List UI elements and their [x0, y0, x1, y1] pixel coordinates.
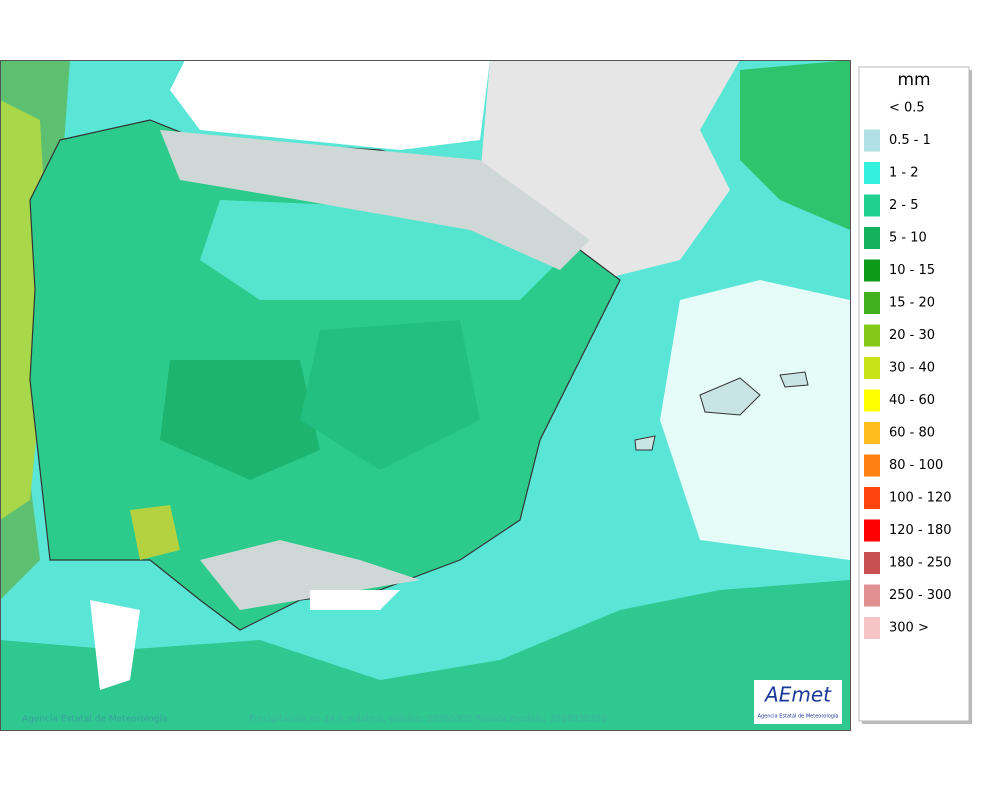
legend-swatch: [864, 454, 880, 477]
legend-swatch: [864, 584, 880, 607]
map: [0, 60, 850, 730]
legend-swatch: [864, 324, 880, 347]
legend-label: 60 - 80: [889, 426, 935, 441]
legend-swatch: [864, 519, 880, 542]
balearic-sea-dry: [660, 280, 850, 560]
betic-relief: [200, 540, 420, 610]
extremadura-rain: [160, 360, 320, 480]
ibiza: [634, 435, 656, 451]
castilla-rain: [300, 320, 480, 470]
legend-swatch: [864, 422, 880, 444]
cadiz-heavy: [130, 505, 180, 560]
legend-swatch: [864, 487, 880, 509]
legend-label: 180 - 250: [889, 556, 952, 571]
legend-label: 30 - 40: [889, 361, 935, 376]
legend-label: 300 >: [889, 621, 929, 636]
legend-swatch: [864, 259, 880, 282]
credit: Agencia Estatal de Meteorología: [22, 715, 168, 725]
alboran-dry: [90, 600, 140, 690]
legend-title: mm: [897, 70, 930, 90]
legend-swatch: [864, 617, 880, 639]
menorca: [779, 371, 809, 388]
map-frame: [0, 60, 851, 731]
legend-label: 250 - 300: [889, 588, 952, 603]
legend-swatch: [864, 162, 880, 184]
north-africa: [0, 580, 850, 730]
legend-label: 40 - 60: [889, 393, 935, 408]
legend-label: 2 - 5: [889, 198, 919, 213]
legend-label: 20 - 30: [889, 328, 935, 343]
legend-label: < 0.5: [889, 101, 925, 116]
legend-label: 15 - 20: [889, 296, 935, 311]
cantabrian-relief: [160, 130, 590, 270]
mediterranean-dry: [310, 590, 400, 610]
legend-swatch: [864, 389, 880, 412]
legend-swatch: [864, 227, 880, 249]
logo-box: [754, 680, 842, 724]
legend-swatch: [864, 194, 880, 217]
legend-label: 10 - 15: [889, 263, 935, 278]
legend-items: < 0.5 0.5 - 1 1 - 2 2 - 5 5 - 10 10 - 15 15 - …: [864, 101, 952, 639]
legend-label: 80 - 100: [889, 458, 943, 473]
legend-label: 100 - 120: [889, 491, 952, 506]
logo-name: AEmet: [763, 683, 832, 707]
logo-subtitle: Agencia Estatal de Meteorología: [758, 713, 839, 720]
france-rain: [740, 60, 850, 230]
mallorca: [699, 377, 761, 416]
bay-of-biscay: [170, 60, 490, 150]
legend-swatch: [864, 552, 880, 574]
legend-label: 5 - 10: [889, 231, 927, 246]
legend-swatch: [864, 129, 880, 152]
legend-label: 1 - 2: [889, 166, 919, 181]
legend-label: 120 - 180: [889, 523, 952, 538]
legend-swatch: [864, 357, 880, 379]
caption: Precipitación en 24 h máxima. Validez: 2…: [249, 714, 607, 725]
legend-label: 0.5 - 1: [889, 133, 931, 148]
legend-swatch: [864, 292, 880, 314]
